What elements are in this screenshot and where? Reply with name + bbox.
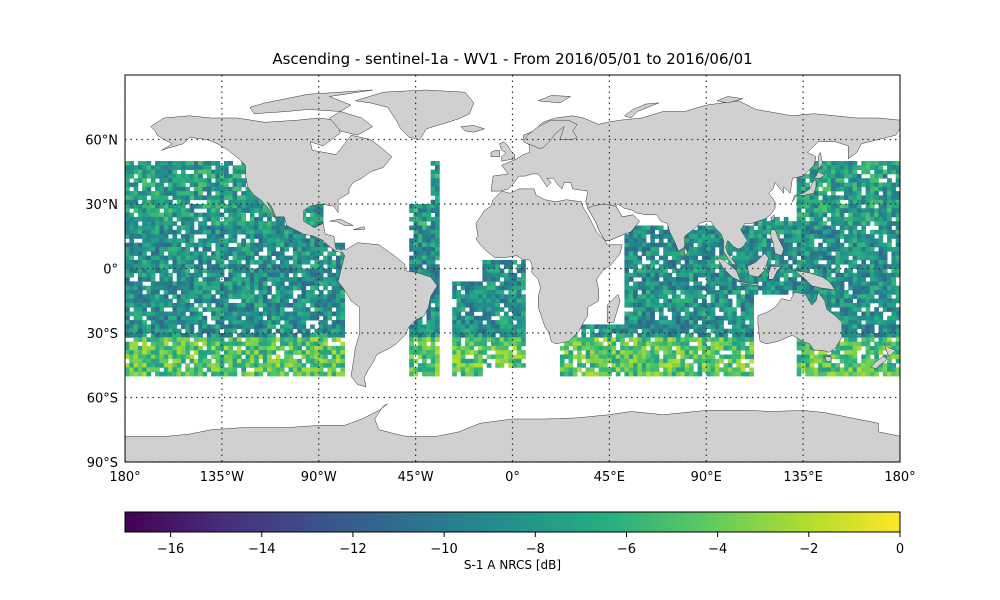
land-south-america [337, 242, 438, 388]
colorbar-ticks: −16 −14 −12 −10 −8 −6 −4 −2 0 [157, 532, 904, 557]
lon-tick-label: 180° [109, 470, 140, 485]
land-ireland [490, 150, 500, 157]
land-tasmania [824, 356, 832, 363]
lat-tick-label: 60°N [85, 134, 118, 149]
land-sulawesi [768, 266, 783, 280]
colorbar-tick-label: −10 [430, 542, 457, 557]
land-java [737, 280, 759, 286]
land-borneo [746, 253, 769, 278]
lat-tick-label: 30°S [87, 327, 118, 342]
lon-tick-label: 90°W [301, 470, 337, 485]
land-australia [757, 291, 843, 353]
lat-tick-label: 60°S [87, 392, 118, 407]
colorbar-tick-label: −6 [617, 542, 636, 557]
land-svalbard [538, 95, 572, 104]
lon-tick-label: 45°E [594, 470, 625, 485]
colorbar-tick-label: −2 [799, 542, 818, 557]
colorbar-tick-label: −8 [526, 542, 545, 557]
land-arctic-islands [249, 89, 373, 114]
lat-tick-label: 90°S [87, 456, 118, 471]
land-north-america [150, 115, 393, 254]
land-hispaniola [353, 226, 366, 231]
colorbar-tick-label: −4 [708, 542, 727, 557]
land-greenland [355, 89, 475, 140]
land-iceland [460, 125, 486, 133]
lon-tick-label: 135°W [200, 470, 244, 485]
land-scandinavia-gap [522, 119, 578, 149]
land-baffin [329, 111, 374, 136]
map-frame [124, 74, 901, 463]
lat-tick-label: 0° [103, 263, 118, 278]
land-hokkaido [813, 171, 826, 179]
land-taiwan [770, 214, 775, 222]
land-cuba [329, 218, 354, 226]
land-india-ceylon [684, 246, 689, 257]
map-title: Ascending - sentinel-1a - WV1 - From 201… [272, 50, 753, 68]
colorbar-tick-label: −12 [339, 542, 366, 557]
land-nz-south [870, 356, 888, 369]
land-africa [475, 188, 623, 345]
gridlines [125, 75, 900, 462]
land-philippines [770, 229, 785, 256]
land-nz-north [884, 342, 897, 358]
colorbar-label: S-1 A NRCS [dB] [463, 558, 562, 572]
colorbar-tick-label: −14 [248, 542, 275, 557]
lon-tick-label: 135°E [783, 470, 823, 485]
colorbar-tick-label: −16 [157, 542, 184, 557]
latitude-labels: 60°N 30°N 0° 30°S 60°S 90°S [85, 134, 118, 472]
land-madagascar [606, 293, 621, 323]
lon-tick-label: 180° [884, 470, 915, 485]
land-sumatra [716, 257, 742, 282]
land-sakhalin [817, 151, 823, 171]
land-japan [792, 180, 817, 202]
colorbar-tick-label: 0 [896, 542, 904, 557]
lon-tick-label: 45°W [398, 470, 434, 485]
longitude-labels: 180° 135°W 90°W 45°W 0° 45°E 90°E 135°E 180° [109, 470, 915, 485]
lat-tick-label: 30°N [85, 198, 118, 213]
lon-tick-label: 0° [505, 470, 520, 485]
lon-tick-label: 90°E [691, 470, 722, 485]
land-novaya-zemlya [623, 102, 659, 119]
land-severnaya [716, 96, 743, 104]
colorbar [124, 511, 901, 533]
land-new-guinea [794, 270, 836, 291]
land-arabia-gap [587, 203, 640, 241]
land-great-britain [499, 141, 515, 162]
